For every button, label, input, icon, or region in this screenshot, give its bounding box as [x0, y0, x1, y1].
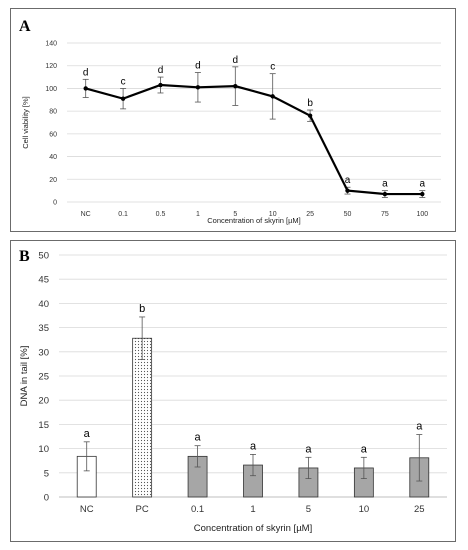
- x-tick-label-b: 5: [306, 504, 311, 515]
- y-tick-label-b: 15: [38, 420, 49, 431]
- data-point-a: [270, 94, 275, 99]
- significance-letter-a: d: [83, 67, 89, 78]
- data-point-a: [83, 86, 88, 91]
- significance-letter-a: d: [158, 65, 164, 76]
- y-axis-label-a: Cell viability [%]: [21, 96, 30, 149]
- x-tick-label-a: 100: [416, 211, 428, 218]
- x-tick-label-a: 50: [344, 211, 352, 218]
- data-point-a: [382, 191, 388, 197]
- significance-letter-b: b: [139, 303, 145, 315]
- x-tick-label-a: 5: [233, 211, 237, 218]
- data-point-a: [420, 191, 425, 197]
- data-point-a: [158, 82, 163, 88]
- data-point-a: [307, 113, 313, 118]
- significance-letter-a: c: [270, 62, 275, 73]
- y-tick-label-a: 20: [49, 177, 57, 184]
- significance-letter-b: a: [416, 421, 423, 433]
- x-tick-label-b: 0.1: [191, 504, 204, 515]
- significance-letter-a: b: [307, 98, 313, 109]
- significance-letter-a: c: [121, 76, 126, 87]
- series-line-a: [85, 83, 423, 196]
- y-tick-label-b: 30: [38, 347, 49, 358]
- x-tick-label-a: 0.5: [156, 211, 166, 218]
- x-axis-label-a: Concentration of skyrin [µM]: [207, 216, 301, 225]
- y-tick-label-a: 100: [45, 86, 57, 93]
- x-tick-label-a: 75: [381, 211, 389, 218]
- panel-a-label: A: [19, 18, 31, 35]
- y-axis-label-b: DNA in tail [%]: [19, 346, 30, 407]
- significance-letter-a: d: [233, 55, 239, 66]
- y-tick-label-a: 140: [45, 41, 57, 48]
- panel-a: A 0 20 40 60 80 100 120 140 NC 0.1 0.5 1 5 10 25 50 75 10…: [10, 8, 456, 232]
- x-tick-label-b: 1: [250, 504, 255, 515]
- x-tick-label-b: 10: [359, 504, 370, 515]
- x-tick-label-b: PC: [136, 504, 149, 515]
- y-tick-label-a: 40: [49, 154, 57, 161]
- bar-b: [132, 337, 153, 498]
- y-tick-label-b: 40: [38, 299, 49, 310]
- y-tick-label-b: 10: [38, 444, 49, 455]
- data-point-a: [195, 85, 201, 90]
- y-tick-label-a: 0: [53, 200, 57, 207]
- y-tick-label-a: 60: [49, 131, 57, 138]
- significance-letter-a: a: [345, 175, 351, 186]
- y-tick-label-b: 50: [38, 251, 49, 262]
- x-tick-label-a: NC: [81, 211, 91, 218]
- y-tick-label-b: 25: [38, 372, 49, 383]
- panel-b-label: B: [19, 248, 30, 265]
- data-point-a: [345, 188, 350, 193]
- x-tick-label-a: 25: [306, 211, 314, 218]
- y-tick-label-b: 45: [38, 275, 49, 286]
- y-tick-label-b: 0: [44, 493, 49, 504]
- data-point-a: [120, 96, 126, 101]
- y-tick-label-b: 35: [38, 323, 49, 334]
- x-tick-label-a: 0.1: [118, 211, 128, 218]
- x-tick-label-b: NC: [80, 504, 94, 515]
- y-tick-label-b: 5: [44, 468, 49, 479]
- cell-viability-chart: A 0 20 40 60 80 100 120 140 NC 0.1 0.5 1 5 10 25 50 75 10…: [19, 18, 441, 225]
- x-tick-label-a: 10: [269, 211, 277, 218]
- x-tick-label-b: 25: [414, 504, 425, 515]
- significance-letter-a: d: [195, 61, 201, 72]
- significance-letter-b: a: [305, 443, 312, 455]
- y-tick-label-b: 20: [38, 396, 49, 407]
- significance-letter-b: a: [250, 440, 257, 452]
- significance-letter-b: a: [361, 443, 368, 455]
- significance-letter-b: a: [195, 432, 202, 444]
- x-tick-label-a: 1: [196, 211, 200, 218]
- significance-letter-a: a: [420, 179, 426, 190]
- y-tick-label-a: 120: [45, 63, 57, 70]
- significance-letter-b: a: [84, 428, 91, 440]
- y-tick-label-a: 80: [49, 109, 57, 116]
- data-point-a: [233, 83, 238, 89]
- x-axis-label-b: Concentration of skyrin [µM]: [194, 523, 312, 534]
- significance-letter-a: a: [382, 179, 388, 190]
